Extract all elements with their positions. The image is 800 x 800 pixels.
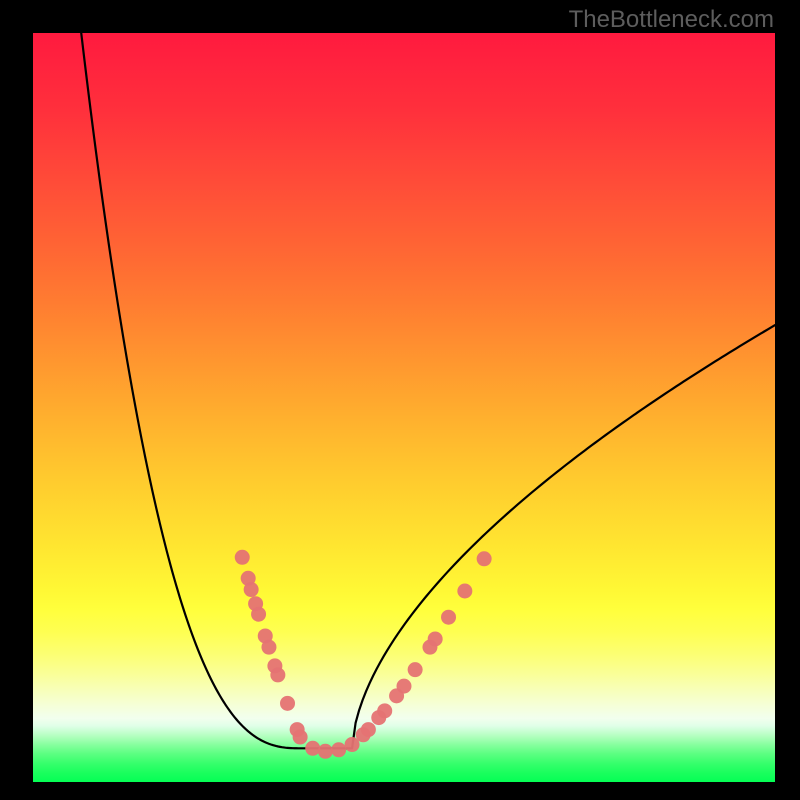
chart-overlay xyxy=(33,33,775,782)
data-marker xyxy=(408,662,423,677)
plot-area xyxy=(33,33,775,782)
data-markers xyxy=(235,550,492,759)
data-marker xyxy=(361,722,376,737)
data-marker xyxy=(235,550,250,565)
data-marker xyxy=(397,679,412,694)
data-marker xyxy=(280,696,295,711)
data-marker xyxy=(377,703,392,718)
data-marker xyxy=(428,631,443,646)
data-marker xyxy=(331,742,346,757)
data-marker xyxy=(457,584,472,599)
data-marker xyxy=(318,744,333,759)
data-marker xyxy=(477,551,492,566)
data-marker xyxy=(305,741,320,756)
data-marker xyxy=(261,640,276,655)
data-marker xyxy=(293,730,308,745)
data-marker xyxy=(251,607,266,622)
data-marker xyxy=(270,667,285,682)
data-marker xyxy=(441,610,456,625)
watermark-text: TheBottleneck.com xyxy=(569,6,774,34)
data-marker xyxy=(244,582,259,597)
